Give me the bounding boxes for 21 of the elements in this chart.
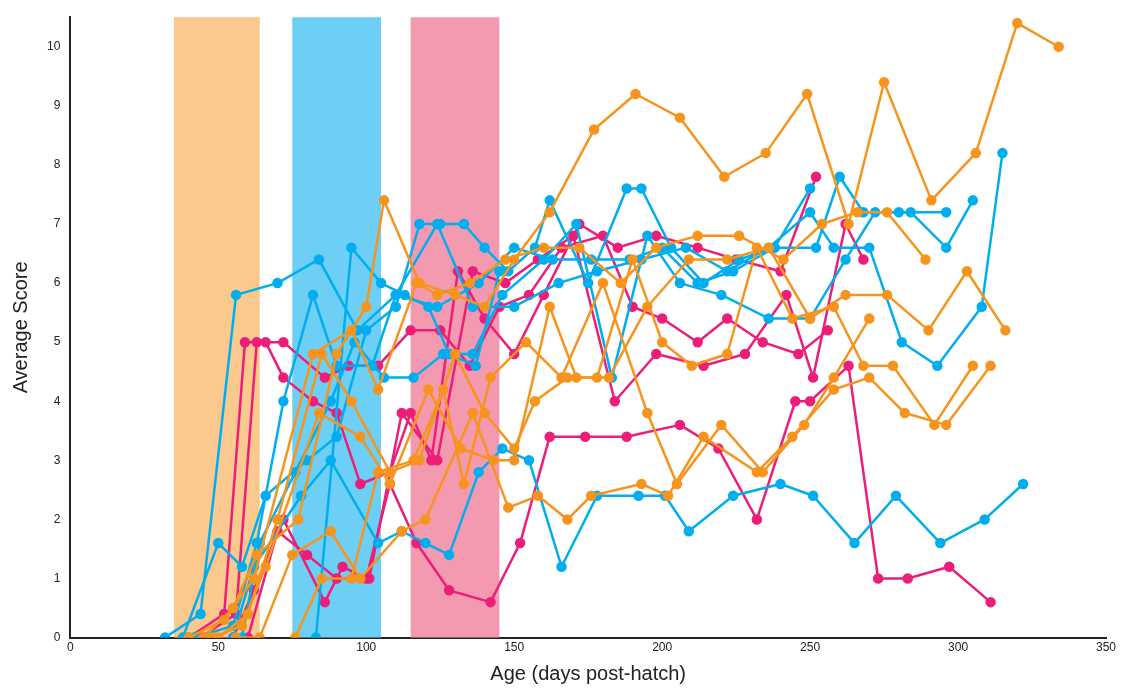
y-tick-label: 0: [53, 629, 61, 644]
x-tick-label: 300: [948, 640, 969, 655]
x-tick-label: 50: [211, 640, 226, 655]
y-tick-label: 4: [53, 393, 61, 408]
y-tick-label: 2: [53, 511, 61, 526]
y-tick-label: 7: [53, 216, 61, 231]
y-tick-label: 9: [53, 98, 61, 113]
x-tick-label: 150: [504, 640, 525, 655]
x-tick-label: 0: [67, 640, 74, 655]
x-axis-title: Age (days post-hatch): [490, 661, 686, 684]
y-tick-label: 1: [53, 570, 61, 585]
x-tick-label: 350: [1095, 640, 1117, 655]
y-tick-label: 6: [53, 275, 61, 290]
x-tick-label: 100: [356, 640, 377, 655]
y-tick-label: 8: [53, 157, 61, 172]
y-tick-label: 5: [53, 334, 61, 349]
y-axis-title: Average Score: [8, 261, 31, 394]
y-tick-label: 3: [53, 452, 61, 467]
x-tick-label: 200: [652, 640, 673, 655]
x-tick-label: 250: [800, 640, 821, 655]
y-tick-label: 10: [46, 39, 61, 54]
